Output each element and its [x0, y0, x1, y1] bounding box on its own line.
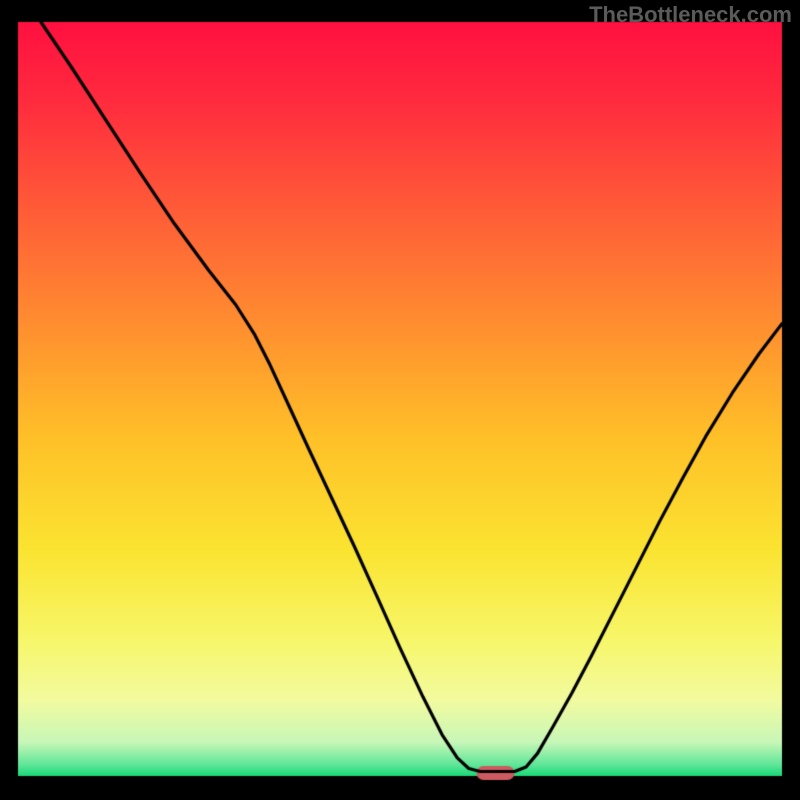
chart-container: TheBottleneck.com: [0, 0, 800, 800]
bottleneck-chart: [0, 0, 800, 800]
watermark-text: TheBottleneck.com: [589, 2, 792, 28]
